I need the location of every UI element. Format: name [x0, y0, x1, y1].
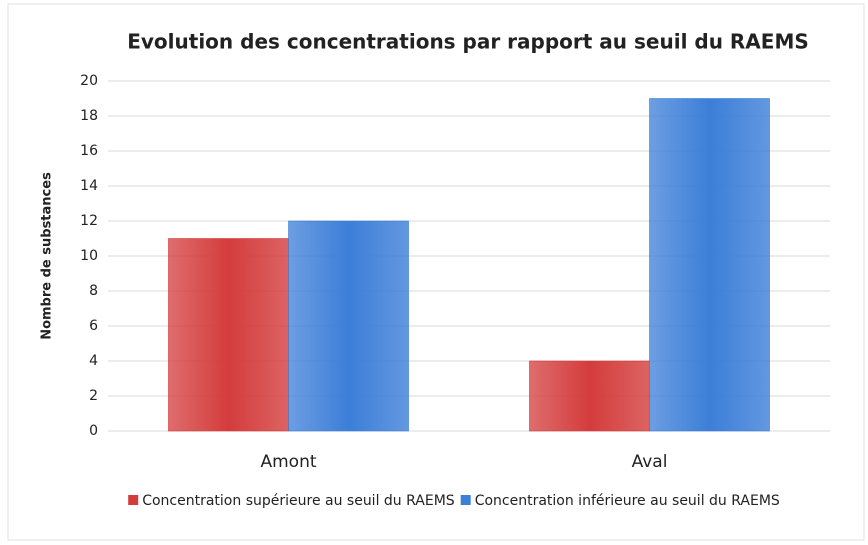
x-tick-label: Amont [260, 452, 316, 472]
legend-swatch [460, 495, 471, 505]
legend-label: Concentration inférieure au seuil du RAE… [475, 493, 780, 509]
y-tick-label: 12 [80, 213, 98, 229]
y-tick-label: 6 [89, 318, 98, 334]
legend-label: Concentration supérieure au seuil du RAE… [142, 493, 455, 509]
bar [168, 238, 289, 432]
y-tick-label: 14 [80, 178, 98, 194]
y-tick-label: 18 [80, 108, 98, 124]
bar [649, 98, 770, 432]
chart-title: Evolution des concentrations par rapport… [127, 30, 809, 54]
bar [288, 220, 409, 432]
legend-swatch [128, 495, 139, 505]
y-tick-label: 16 [80, 143, 98, 159]
y-tick-label: 4 [89, 353, 98, 369]
y-tick-label: 2 [89, 388, 98, 404]
x-tick-label: Aval [632, 452, 668, 472]
y-axis-label: Nombre de substances [40, 172, 55, 340]
y-tick-label: 20 [80, 73, 98, 89]
y-tick-label: 0 [89, 423, 98, 439]
y-tick-label: 8 [89, 283, 98, 299]
bar [529, 360, 650, 432]
y-tick-label: 10 [80, 248, 98, 264]
